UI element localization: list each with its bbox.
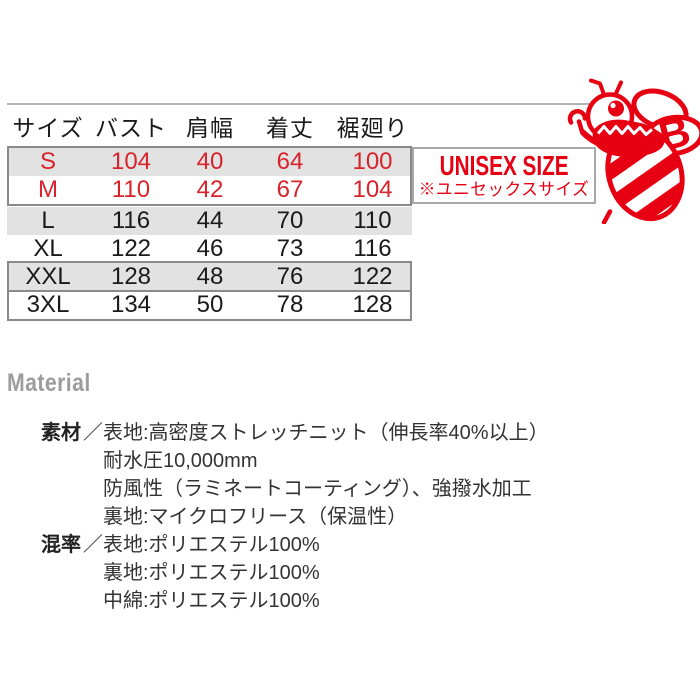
size-value: M — [38, 176, 58, 203]
table-row-xl: XL 122 46 73 116 — [7, 235, 412, 263]
size-value: XXL — [25, 263, 71, 290]
wrench-icon — [567, 109, 588, 134]
table-row-m: M 110 42 67 104 — [7, 176, 412, 204]
length-value: 78 — [276, 291, 304, 318]
length-value: 73 — [276, 235, 304, 262]
column-header-length: 着丈 — [266, 115, 314, 141]
konritsu-line: 裏地:ポリエステル100% — [103, 562, 320, 584]
hem-value: 110 — [353, 207, 392, 234]
sozai-line: 防風性（ラミネートコーティング）、強撥水加工 — [103, 478, 532, 500]
top-divider-rule — [7, 103, 590, 105]
column-header-size: サイズ — [12, 115, 84, 141]
material-section-heading: Material — [7, 369, 91, 397]
unisex-size-badge: UNISEX SIZE ※ユニセックスサイズ — [412, 147, 596, 204]
label-separator: ／ — [83, 534, 103, 556]
shoulder-value: 46 — [196, 235, 224, 262]
bee-eye — [608, 100, 624, 117]
bust-value: 134 — [110, 291, 152, 318]
size-value: L — [41, 207, 55, 234]
size-table-header-row: サイズ バスト 肩幅 着丈 裾廻り — [7, 106, 412, 146]
table-row-3xl: 3XL 134 50 78 128 — [7, 291, 412, 319]
length-value: 64 — [276, 148, 304, 175]
bee-eye-highlight — [610, 102, 616, 109]
bee-antenna — [589, 78, 607, 100]
shoulder-value: 48 — [196, 263, 224, 290]
size-value: S — [39, 148, 56, 175]
konritsu-lines: 表地:ポリエステル100% 裏地:ポリエステル100% 中綿:ポリエステル100… — [103, 531, 641, 615]
bust-value: 116 — [111, 207, 151, 234]
label-separator: ／ — [83, 422, 103, 444]
shoulder-value: 42 — [196, 176, 224, 203]
sozai-line: 裏地:マイクロフリース（保温性） — [103, 506, 408, 528]
shoulder-value: 40 — [196, 148, 224, 175]
column-header-hem: 裾廻り — [336, 115, 409, 141]
bee-mascot-icon: B — [567, 78, 700, 224]
bust-value: 122 — [110, 235, 152, 262]
unisex-size-title: UNISEX SIZE — [439, 150, 569, 181]
table-row-l: L 116 44 70 110 — [7, 207, 412, 235]
material-sozai-row: 素材 ／ 表地:高密度ストレッチニット（伸長率40%以上） 耐水圧10,000m… — [41, 419, 641, 531]
hem-value: 100 — [352, 148, 393, 175]
size-value: 3XL — [26, 291, 70, 318]
length-value: 70 — [276, 207, 304, 234]
hem-value: 116 — [353, 235, 392, 262]
hem-value: 128 — [352, 291, 393, 318]
shoulder-value: 44 — [196, 207, 224, 234]
sozai-line: 耐水圧10,000mm — [103, 450, 258, 472]
bust-value: 110 — [111, 176, 151, 203]
bee-arm — [580, 129, 615, 151]
material-konritsu-row: 混率 ／ 表地:ポリエステル100% 裏地:ポリエステル100% 中綿:ポリエス… — [41, 531, 641, 615]
hem-value: 122 — [352, 263, 393, 290]
shoulder-value: 50 — [196, 291, 224, 318]
table-row-s: S 104 40 64 100 — [7, 148, 412, 176]
konritsu-label: 混率 — [41, 534, 81, 556]
bee-stinger — [601, 209, 613, 224]
unisex-size-subtitle: ※ユニセックスサイズ — [418, 180, 590, 199]
konritsu-line: 表地:ポリエステル100% — [103, 534, 320, 556]
bust-value: 104 — [110, 148, 152, 175]
column-header-shoulder: 肩幅 — [186, 115, 234, 141]
sozai-line: 表地:高密度ストレッチニット（伸長率40%以上） — [103, 422, 549, 444]
sozai-label: 素材 — [41, 422, 81, 444]
table-row-xxl: XXL 128 48 76 122 — [7, 263, 412, 291]
hem-value: 104 — [352, 176, 393, 203]
length-value: 67 — [276, 176, 304, 203]
size-value: XL — [33, 235, 63, 262]
material-specs: 素材 ／ 表地:高密度ストレッチニット（伸長率40%以上） 耐水圧10,000m… — [41, 419, 641, 615]
bust-value: 128 — [110, 263, 152, 290]
column-header-bust: バスト — [95, 115, 167, 141]
sozai-lines: 表地:高密度ストレッチニット（伸長率40%以上） 耐水圧10,000mm 防風性… — [103, 419, 641, 531]
konritsu-line: 中綿:ポリエステル100% — [103, 590, 320, 612]
length-value: 76 — [276, 263, 304, 290]
